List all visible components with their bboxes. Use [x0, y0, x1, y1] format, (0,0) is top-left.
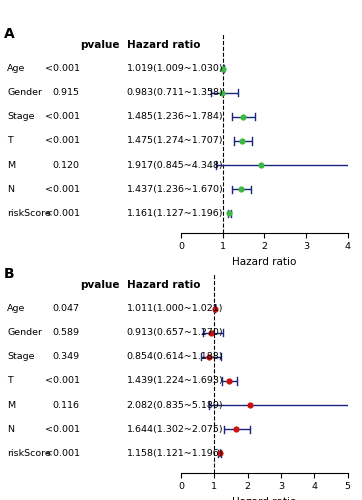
Text: <0.001: <0.001	[45, 112, 80, 122]
Text: <0.001: <0.001	[45, 64, 80, 73]
Text: 0.854(0.614~1.188): 0.854(0.614~1.188)	[127, 352, 223, 362]
Text: 0.913(0.657~1.270): 0.913(0.657~1.270)	[127, 328, 223, 337]
Text: 1.437(1.236~1.670): 1.437(1.236~1.670)	[127, 184, 223, 194]
Text: Gender: Gender	[7, 88, 42, 97]
Text: Age: Age	[7, 304, 26, 313]
Text: 0.120: 0.120	[52, 160, 80, 170]
Text: 0.589: 0.589	[52, 328, 80, 337]
X-axis label: Hazard ratio: Hazard ratio	[232, 257, 296, 267]
Text: M: M	[7, 400, 15, 409]
Text: 1.011(1.000~1.021): 1.011(1.000~1.021)	[127, 304, 223, 313]
Text: 2.082(0.835~5.189): 2.082(0.835~5.189)	[127, 400, 223, 409]
Text: <0.001: <0.001	[45, 184, 80, 194]
Text: Age: Age	[7, 64, 26, 73]
Text: N: N	[7, 184, 14, 194]
Text: 1.485(1.236~1.784): 1.485(1.236~1.784)	[127, 112, 223, 122]
Text: <0.001: <0.001	[45, 376, 80, 386]
Text: pvalue: pvalue	[80, 280, 119, 289]
Text: 0.349: 0.349	[52, 352, 80, 362]
Text: 1.475(1.274~1.707): 1.475(1.274~1.707)	[127, 136, 223, 145]
Text: <0.001: <0.001	[45, 136, 80, 145]
Text: 1.161(1.127~1.196): 1.161(1.127~1.196)	[127, 208, 223, 218]
Text: Stage: Stage	[7, 352, 35, 362]
Text: 0.047: 0.047	[52, 304, 80, 313]
Text: T: T	[7, 136, 13, 145]
Text: 1.917(0.845~4.348): 1.917(0.845~4.348)	[127, 160, 223, 170]
Text: <0.001: <0.001	[45, 424, 80, 434]
Text: riskScore: riskScore	[7, 448, 51, 458]
Text: <0.001: <0.001	[45, 208, 80, 218]
Text: A: A	[4, 26, 14, 40]
X-axis label: Hazard ratio: Hazard ratio	[232, 497, 296, 500]
Text: N: N	[7, 424, 14, 434]
Text: 0.116: 0.116	[52, 400, 80, 409]
Text: 1.019(1.009~1.030): 1.019(1.009~1.030)	[127, 64, 223, 73]
Text: Gender: Gender	[7, 328, 42, 337]
Text: 0.983(0.711~1.358): 0.983(0.711~1.358)	[127, 88, 223, 97]
Text: B: B	[4, 266, 14, 280]
Text: Hazard ratio: Hazard ratio	[127, 40, 200, 50]
Text: 1.158(1.121~1.196): 1.158(1.121~1.196)	[127, 448, 223, 458]
Text: 1.644(1.302~2.075): 1.644(1.302~2.075)	[127, 424, 223, 434]
Text: Hazard ratio: Hazard ratio	[127, 280, 200, 289]
Text: 0.915: 0.915	[52, 88, 80, 97]
Text: Stage: Stage	[7, 112, 35, 122]
Text: M: M	[7, 160, 15, 170]
Text: riskScore: riskScore	[7, 208, 51, 218]
Text: T: T	[7, 376, 13, 386]
Text: 1.439(1.224~1.693): 1.439(1.224~1.693)	[127, 376, 223, 386]
Text: pvalue: pvalue	[80, 40, 119, 50]
Text: <0.001: <0.001	[45, 448, 80, 458]
